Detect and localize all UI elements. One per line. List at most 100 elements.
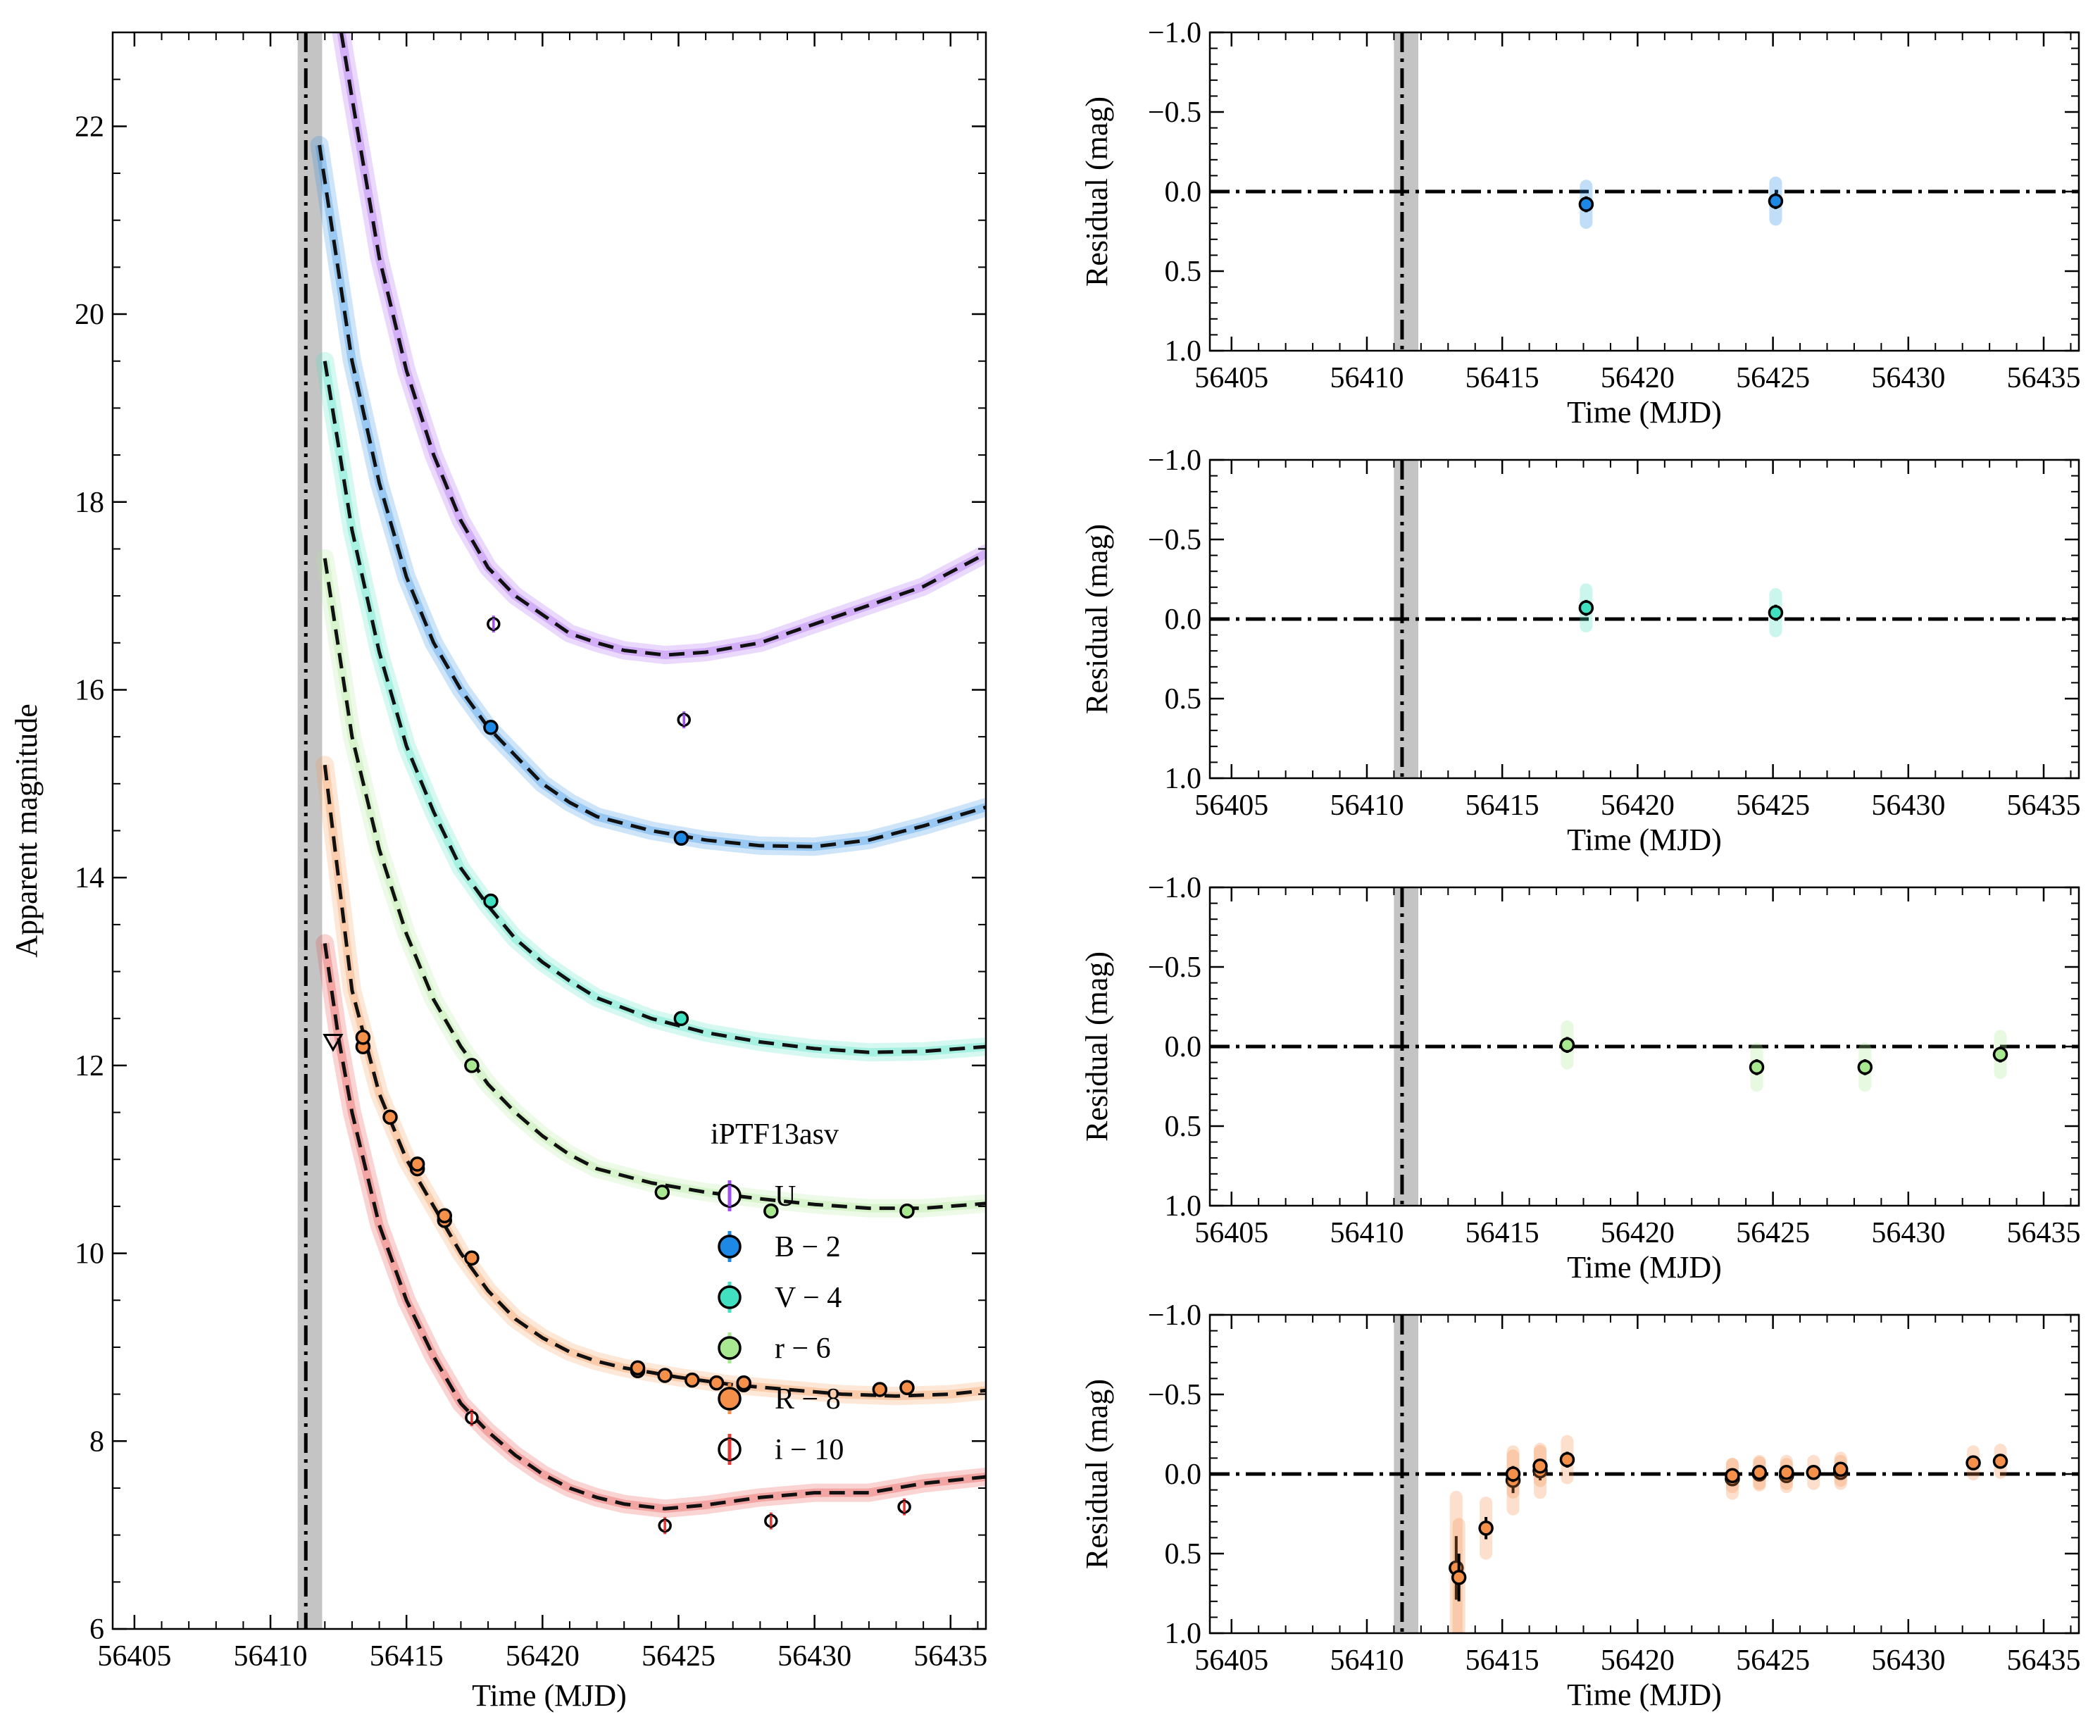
x-tick-label: 56410 — [1330, 1644, 1404, 1677]
model-envelope — [315, 351, 986, 1062]
y-tick-label: 1.0 — [1165, 335, 1202, 368]
data-point — [685, 1372, 700, 1388]
legend-label-V: V − 4 — [775, 1282, 842, 1314]
y-tick-label: 10 — [75, 1238, 104, 1270]
lightcurve-panel: 56405 56410 56415 56420 56425 56430 56435 6 8 10 1… — [9, 31, 987, 1713]
residual-V-ylabel: Residual (mag) — [1080, 524, 1114, 714]
legend-entry-R: R − 8 — [718, 1383, 841, 1416]
y-tick-label: 0.0 — [1165, 604, 1202, 636]
y-tick-label: −1.0 — [1148, 444, 1201, 477]
legend-label-r: r − 6 — [775, 1332, 831, 1365]
legend-marker-i — [718, 1434, 742, 1465]
lightcurve-ticks: 56405 56410 56415 56420 56425 56430 56435 6 8 10 1… — [75, 32, 987, 1673]
residual-B-ticks: 56405 56410 56415 56420 56425 56430 56435 1.0 0.… — [1148, 17, 2081, 394]
residual-point — [1578, 600, 1594, 616]
data-point — [630, 1360, 646, 1376]
residual-r-plot-area — [1210, 887, 2079, 1206]
residual-B-xlabel: Time (MJD) — [1567, 395, 1722, 430]
x-tick-label: 56415 — [370, 1640, 444, 1673]
x-tick-label: 56425 — [1736, 1644, 1810, 1677]
x-tick-label: 56405 — [1194, 1644, 1268, 1677]
x-tick-label: 56435 — [2007, 362, 2081, 394]
y-tick-label: −0.5 — [1148, 96, 1201, 129]
residual-B-ylabel: Residual (mag) — [1080, 96, 1114, 287]
y-tick-label: −1.0 — [1148, 1299, 1201, 1332]
x-tick-label: 56430 — [1871, 1217, 1945, 1249]
residual-point — [1559, 1037, 1575, 1053]
y-tick-label: −0.5 — [1148, 524, 1201, 556]
residual-point — [1478, 1520, 1494, 1536]
x-tick-label: 56410 — [1330, 362, 1404, 394]
x-tick-label: 56405 — [97, 1640, 171, 1673]
legend-marker-V — [718, 1282, 742, 1313]
residual-B-plot-area — [1210, 32, 2079, 351]
y-tick-label: 20 — [75, 299, 104, 331]
residual-point — [1559, 1451, 1575, 1468]
legend-circle — [718, 1235, 742, 1259]
residual-point — [1578, 196, 1594, 212]
legend-circle — [718, 1285, 742, 1309]
residual-point — [1832, 1461, 1849, 1477]
x-tick-label: 56430 — [777, 1640, 851, 1673]
residual-point — [1768, 193, 1784, 209]
legend-label-U: U — [775, 1180, 796, 1213]
lightcurve-plot-area — [297, 32, 986, 1629]
residual-point — [1992, 1454, 2008, 1469]
data-point — [763, 1203, 779, 1219]
legend-entry-i: i − 10 — [718, 1434, 844, 1466]
x-tick-label: 56435 — [2007, 1217, 2081, 1249]
model-best-fit — [323, 558, 986, 1211]
explosion-uncertainty-band — [297, 32, 323, 1629]
x-tick-label: 56415 — [1465, 789, 1539, 822]
residual-V-ticks: 56405 56410 56415 56420 56425 56430 56435 1.0 0.… — [1148, 444, 2081, 822]
x-tick-label: 56435 — [913, 1640, 987, 1673]
legend-entry-B: B − 2 — [718, 1231, 841, 1263]
x-tick-label: 56415 — [1465, 1644, 1539, 1677]
y-tick-label: −1.0 — [1148, 17, 1201, 49]
legend-circle — [718, 1336, 742, 1360]
lightcurve-xlabel: Time (MJD) — [472, 1678, 627, 1713]
data-point — [437, 1208, 453, 1223]
y-tick-label: 22 — [75, 111, 104, 143]
residual-point — [1749, 1059, 1765, 1075]
y-tick-label: 0.0 — [1165, 176, 1202, 208]
residual-point — [1857, 1059, 1873, 1075]
residual-R-ylabel: Residual (mag) — [1080, 1379, 1114, 1569]
legend-marker-U — [718, 1180, 742, 1211]
legend-label-R: R − 8 — [775, 1383, 841, 1416]
legend-marker-R — [718, 1383, 742, 1414]
data-point — [899, 1203, 915, 1219]
data-point — [483, 720, 499, 735]
residual-panel-r: 56405 56410 56415 56420 56425 56430 56435 1.0 0.… — [1080, 872, 2081, 1285]
x-tick-label: 56410 — [1330, 789, 1404, 822]
legend-marker-r — [718, 1332, 742, 1363]
data-point — [382, 1109, 398, 1125]
y-tick-label: 0.5 — [1165, 1111, 1202, 1143]
data-point — [872, 1382, 888, 1397]
x-tick-label: 56420 — [506, 1640, 580, 1673]
y-tick-label: 0.5 — [1165, 1538, 1202, 1570]
x-tick-label: 56420 — [1601, 789, 1675, 822]
residual-V-plot-area — [1210, 460, 2079, 778]
legend-label-i: i − 10 — [775, 1434, 844, 1466]
data-point — [708, 1375, 725, 1391]
data-point — [899, 1380, 915, 1396]
x-tick-label: 56405 — [1194, 1217, 1268, 1249]
residual-V-xlabel: Time (MJD) — [1567, 823, 1722, 857]
x-tick-label: 56410 — [1330, 1217, 1404, 1249]
data-point — [657, 1368, 673, 1383]
y-tick-label: −0.5 — [1148, 951, 1201, 984]
residual-r-ylabel: Residual (mag) — [1080, 951, 1114, 1142]
y-tick-label: 8 — [89, 1425, 104, 1458]
data-point — [654, 1185, 670, 1200]
y-tick-label: 0.5 — [1165, 683, 1202, 716]
residual-point — [1451, 1570, 1467, 1585]
y-tick-label: 0.0 — [1165, 1459, 1202, 1491]
residual-point — [1532, 1458, 1548, 1474]
residual-point — [1779, 1464, 1794, 1480]
y-tick-label: 14 — [75, 862, 104, 894]
y-tick-label: 1.0 — [1165, 1618, 1202, 1650]
residual-point — [1992, 1047, 2008, 1063]
